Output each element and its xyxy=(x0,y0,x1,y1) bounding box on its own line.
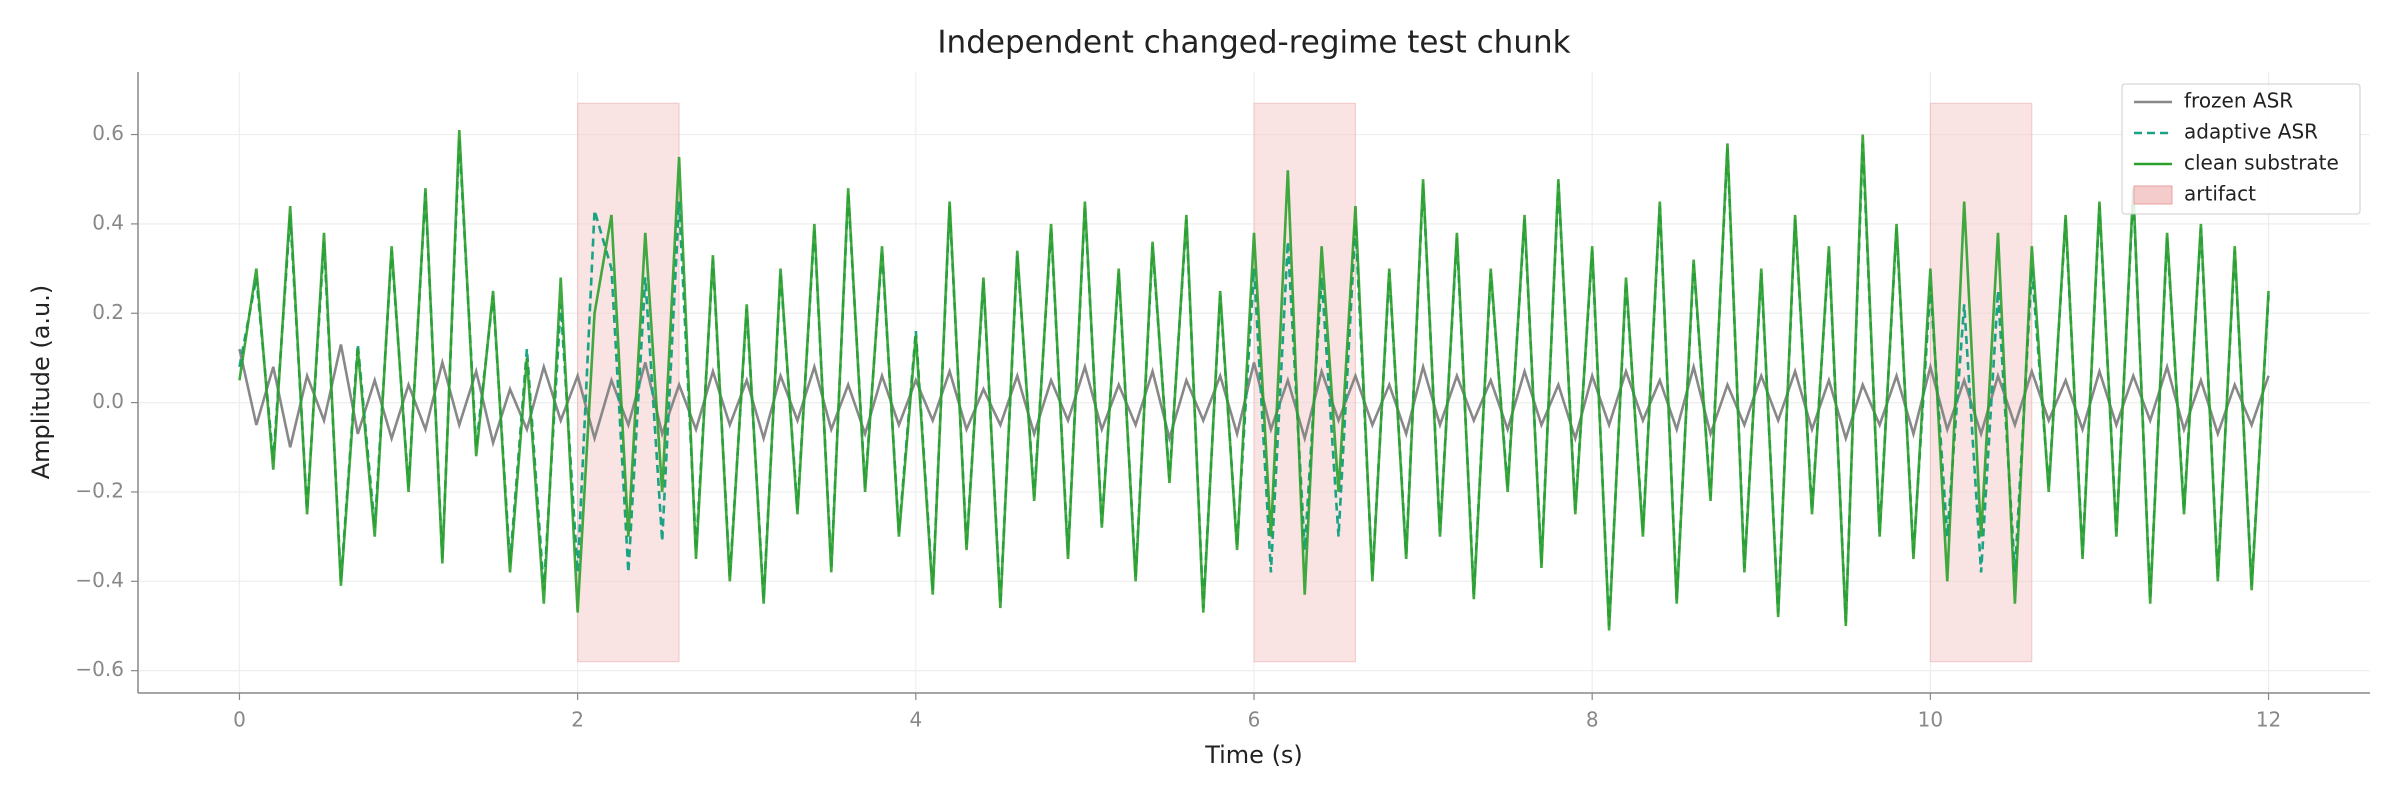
y-tick-label: 0.4 xyxy=(92,210,124,234)
artifact-span xyxy=(577,102,680,663)
x-axis-label: Time (s) xyxy=(1204,741,1303,769)
y-tick-label: 0.2 xyxy=(92,300,124,324)
legend-label: frozen ASR xyxy=(2184,89,2293,113)
legend-swatch xyxy=(2133,185,2173,205)
x-tick-label: 0 xyxy=(233,708,246,732)
series-line xyxy=(238,344,2270,448)
legend-label: artifact xyxy=(2184,182,2256,206)
x-tick-label: 6 xyxy=(1248,708,1261,732)
x-tick-label: 10 xyxy=(1918,708,1943,732)
y-tick-label: 0.0 xyxy=(92,389,124,413)
y-tick-label: −0.6 xyxy=(75,657,124,681)
y-axis-label: Amplitude (a.u.) xyxy=(27,285,55,480)
legend-box xyxy=(2121,83,2361,215)
x-tick-label: 2 xyxy=(571,708,584,732)
legend-label: adaptive ASR xyxy=(2184,120,2318,144)
y-tick-label: 0.6 xyxy=(92,121,124,145)
chart-title: Independent changed-regime test chunk xyxy=(937,25,1570,61)
y-tick-label: −0.2 xyxy=(75,478,124,502)
x-tick-label: 4 xyxy=(909,708,922,732)
x-tick-label: 12 xyxy=(2256,708,2281,732)
y-tick-label: −0.4 xyxy=(75,568,124,592)
x-tick-label: 8 xyxy=(1586,708,1599,732)
legend-label: clean substrate xyxy=(2184,151,2339,175)
series-line xyxy=(238,130,2270,631)
